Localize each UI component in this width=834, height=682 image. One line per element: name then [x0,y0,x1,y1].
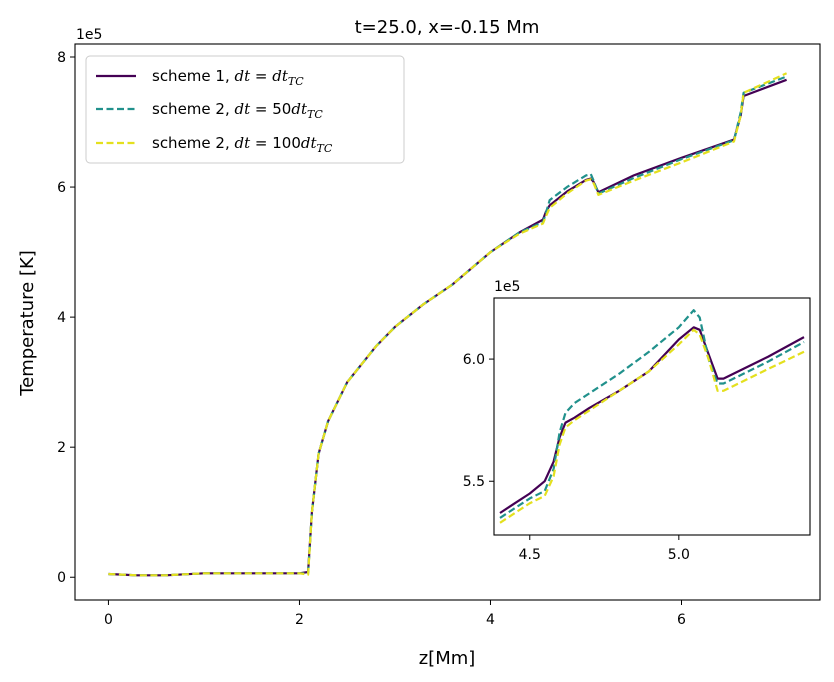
inset-background [494,298,810,535]
main-series-line-3 [108,72,788,577]
legend: scheme 1, dt = dtTC scheme 2, dt = 50dtT… [85,55,405,164]
main-y-tick-label: 2 [57,440,66,456]
inset-y-tick-label: 6.0 [463,352,485,368]
inset-plot-area: 4.5 5.0 5.5 6.0 [463,297,811,563]
main-x-tick-label: 0 [104,612,113,628]
main-x-tick-label: 2 [295,612,304,628]
inset-series-line-3 [499,328,805,524]
main-x-tick-label: 4 [486,612,495,628]
inset-axes-frame [493,297,811,536]
legend-label-scheme2-50: scheme 2, dt = 50dtTC [152,100,323,121]
legend-frame [85,55,405,164]
inset-x-tick-label: 5.0 [668,547,690,563]
inset-series-line-2 [499,309,805,519]
inset-series-line-1 [499,326,805,514]
chart-title: t=25.0, x=-0.15 Mm [355,17,540,38]
y-offset-text: 1e5 [76,27,102,43]
main-y-tick-label: 0 [57,570,66,586]
inset-y-offset-text: 1e5 [494,279,520,295]
main-y-tick-label: 6 [57,180,66,196]
inset-x-tick-label: 4.5 [519,547,541,563]
x-axis-label: z[Mm] [419,648,476,669]
main-axes-frame [74,43,821,601]
main-y-tick-label: 4 [57,310,66,326]
legend-label-scheme2-100: scheme 2, dt = 100dtTC [152,134,333,155]
y-axis-label: Temperature [K] [17,250,38,397]
main-x-tick-label: 6 [677,612,686,628]
inset-y-tick-label: 5.5 [463,474,485,490]
main-y-tick-label: 8 [57,50,66,66]
legend-label-scheme1: scheme 1, dt = dtTC [152,67,304,88]
